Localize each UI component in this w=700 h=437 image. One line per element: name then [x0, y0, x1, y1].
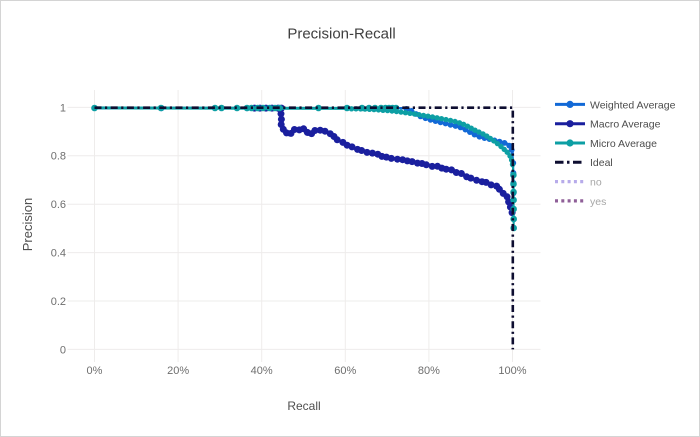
- svg-text:0: 0: [60, 344, 66, 356]
- svg-text:0.2: 0.2: [51, 296, 66, 308]
- svg-text:80%: 80%: [418, 365, 440, 377]
- svg-text:Macro Average: Macro Average: [590, 119, 661, 131]
- svg-text:Precision: Precision: [20, 198, 35, 251]
- svg-text:100%: 100%: [498, 365, 526, 377]
- svg-text:0%: 0%: [87, 365, 103, 377]
- svg-text:Micro Average: Micro Average: [590, 138, 657, 150]
- svg-text:1: 1: [60, 102, 66, 114]
- svg-text:20%: 20%: [167, 365, 189, 377]
- svg-text:0.6: 0.6: [51, 199, 66, 211]
- svg-text:Weighted Average: Weighted Average: [590, 99, 676, 111]
- svg-text:Ideal: Ideal: [590, 157, 613, 169]
- svg-text:40%: 40%: [251, 365, 273, 377]
- svg-text:Precision-Recall: Precision-Recall: [287, 26, 395, 43]
- svg-text:Recall: Recall: [287, 399, 320, 413]
- svg-text:no: no: [590, 177, 602, 189]
- svg-text:yes: yes: [590, 196, 606, 208]
- svg-text:0.8: 0.8: [51, 151, 66, 163]
- svg-text:60%: 60%: [334, 365, 356, 377]
- svg-text:0.4: 0.4: [51, 248, 66, 260]
